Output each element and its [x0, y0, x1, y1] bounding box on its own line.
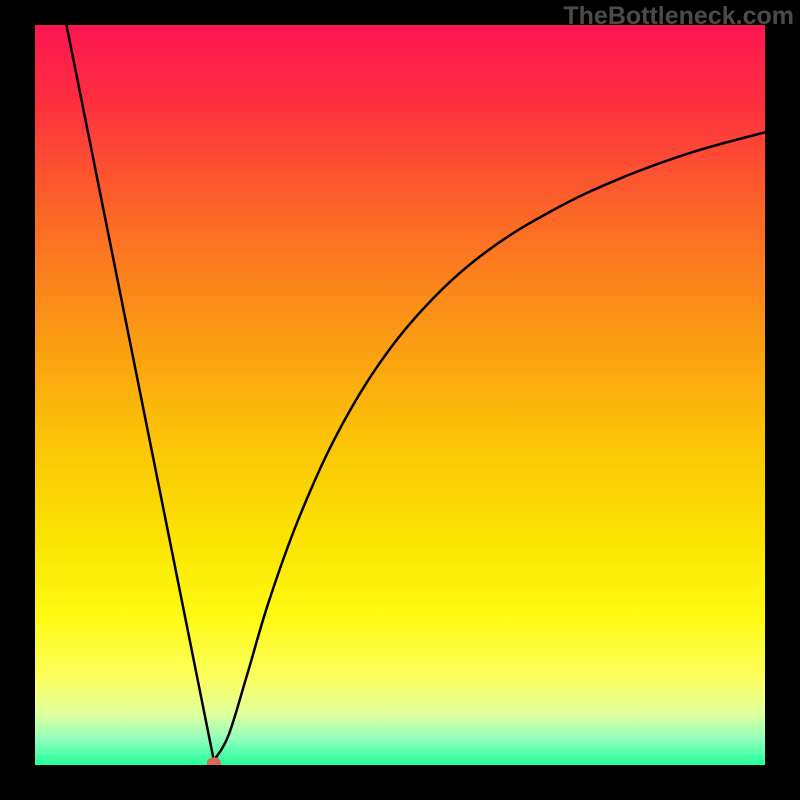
chart-container: TheBottleneck.com — [0, 0, 800, 800]
chart-svg — [0, 0, 800, 800]
chart-plot-background — [35, 25, 765, 765]
watermark-text: TheBottleneck.com — [563, 2, 794, 31]
